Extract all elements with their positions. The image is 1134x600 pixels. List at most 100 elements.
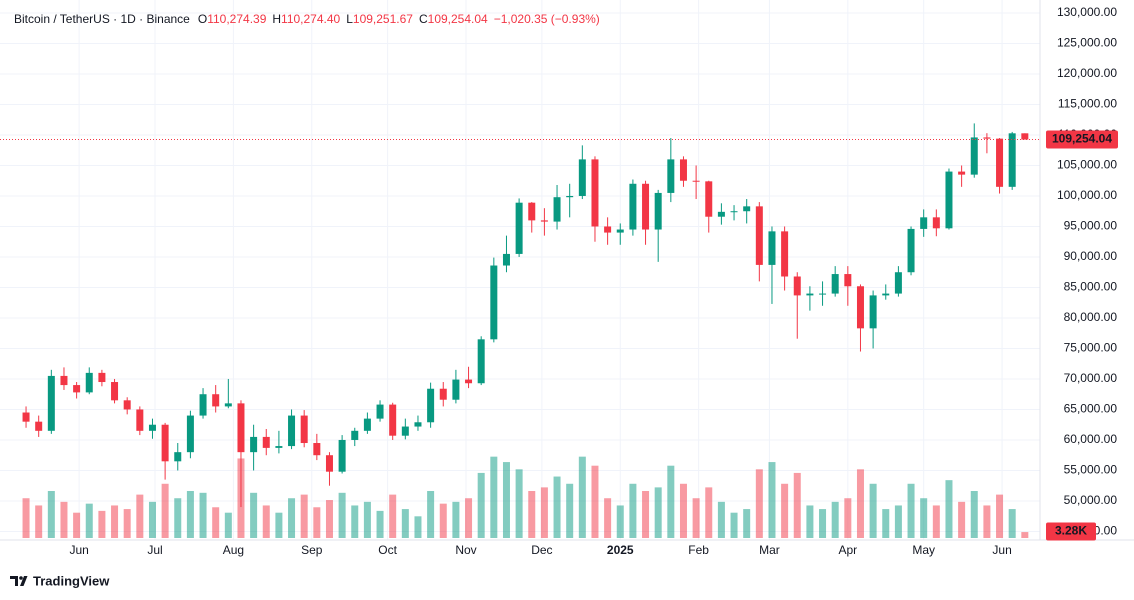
candle-body bbox=[22, 412, 30, 422]
candle-body bbox=[869, 295, 877, 329]
y-tick-label: 100,000.00 bbox=[1057, 188, 1117, 202]
legend-key: H bbox=[272, 12, 281, 26]
volume-bar bbox=[578, 456, 586, 538]
candle-body bbox=[224, 403, 232, 407]
volume-bar bbox=[85, 503, 93, 538]
volume-bar bbox=[212, 507, 220, 538]
volume-bar bbox=[882, 509, 890, 538]
legend-change: −1,020.35 (−0.93%) bbox=[494, 12, 600, 26]
last-price-tag bbox=[1046, 130, 1118, 149]
y-tick-label: 95,000.00 bbox=[1064, 219, 1118, 233]
candle-body bbox=[654, 192, 662, 230]
volume-bar bbox=[47, 491, 55, 538]
volume-bar bbox=[427, 491, 435, 538]
volume-bar bbox=[148, 501, 156, 538]
volume-bar bbox=[288, 498, 296, 538]
brand-logo: TradingView bbox=[10, 573, 110, 588]
candle-body bbox=[414, 422, 422, 427]
candle-body bbox=[515, 202, 523, 254]
volume-bar bbox=[679, 483, 687, 538]
logo-mark bbox=[20, 576, 28, 586]
volume-bar bbox=[1021, 532, 1029, 538]
x-tick-label: Jul bbox=[147, 543, 162, 557]
x-tick-label: Jun bbox=[69, 543, 88, 557]
volume-bar bbox=[123, 509, 131, 538]
logo-mark bbox=[10, 576, 18, 586]
legend-value: 109,251.67 bbox=[353, 12, 413, 26]
candle-body bbox=[629, 183, 637, 230]
last-volume-tag bbox=[1046, 522, 1096, 541]
volume-bar bbox=[376, 510, 384, 538]
volume-bar bbox=[275, 512, 283, 538]
candle-body bbox=[996, 138, 1004, 187]
volume-bar bbox=[490, 456, 498, 538]
candle-body bbox=[477, 339, 485, 384]
x-tick-label: Dec bbox=[531, 543, 552, 557]
volume-bar bbox=[325, 500, 333, 538]
volume-bar bbox=[831, 501, 839, 538]
volume-bar bbox=[174, 498, 182, 538]
volume-bar bbox=[907, 483, 915, 538]
candle-body bbox=[591, 159, 599, 227]
y-tick-label: 60,000.00 bbox=[1064, 432, 1118, 446]
candle-body bbox=[616, 229, 624, 233]
candle-body bbox=[1021, 133, 1029, 140]
candle-body bbox=[970, 137, 978, 175]
volume-bar bbox=[1008, 509, 1016, 538]
volume-bar bbox=[604, 498, 612, 538]
legend-key: C bbox=[419, 12, 428, 26]
candle-body bbox=[1008, 133, 1016, 187]
candle-body bbox=[844, 274, 852, 287]
candles bbox=[22, 123, 1029, 508]
volume-bar bbox=[793, 472, 801, 538]
x-tick-label: Sep bbox=[301, 543, 323, 557]
legend-key: O bbox=[198, 12, 207, 26]
candle-body bbox=[186, 415, 194, 453]
candle-body bbox=[932, 217, 940, 229]
volume-bar bbox=[667, 465, 675, 538]
volume-bar bbox=[932, 505, 940, 538]
candle-body bbox=[389, 404, 397, 436]
legend-key: L bbox=[346, 12, 353, 26]
candle-body bbox=[768, 231, 776, 265]
symbol-legend: Bitcoin / TetherUS · 1D · Binance O110,27… bbox=[14, 12, 600, 26]
candle-body bbox=[806, 293, 814, 296]
y-tick-label: 90,000.00 bbox=[1064, 249, 1118, 263]
volume-bar bbox=[363, 501, 371, 538]
candle-body bbox=[123, 400, 131, 410]
candle-body bbox=[528, 202, 536, 221]
candle-body bbox=[540, 220, 548, 222]
y-tick-label: 115,000.00 bbox=[1058, 97, 1117, 111]
volume-bar bbox=[351, 505, 359, 538]
y-tick-label: 85,000.00 bbox=[1064, 280, 1118, 294]
candle-body bbox=[983, 137, 991, 139]
candle-body bbox=[427, 388, 435, 423]
volume-bar bbox=[945, 480, 953, 538]
candle-body bbox=[250, 436, 258, 453]
candle-body bbox=[338, 439, 346, 472]
volume-bar bbox=[111, 505, 119, 538]
volume-bar bbox=[73, 512, 81, 538]
candle-body bbox=[161, 424, 169, 462]
candle-body bbox=[85, 372, 93, 393]
candle-body bbox=[604, 226, 612, 233]
candle-body bbox=[262, 436, 270, 448]
volume-bar bbox=[439, 503, 447, 538]
logo-mark bbox=[19, 576, 23, 580]
volume-bar bbox=[692, 498, 700, 538]
candle-body bbox=[894, 272, 902, 294]
x-tick-label: Apr bbox=[838, 543, 857, 557]
x-tick-label: Feb bbox=[688, 543, 709, 557]
volume-bar bbox=[477, 472, 485, 538]
candle-body bbox=[35, 421, 43, 431]
volume-bar bbox=[920, 498, 928, 538]
volume-bar bbox=[996, 494, 1004, 538]
legend-value: 110,274.39 bbox=[207, 12, 266, 26]
axes: 45,000.0050,000.0055,000.0060,000.0065,0… bbox=[0, 5, 1118, 557]
x-tick-label: Nov bbox=[455, 543, 476, 557]
volume-bar bbox=[730, 512, 738, 538]
y-tick-label: 125,000.00 bbox=[1057, 36, 1117, 50]
volume-bar bbox=[338, 492, 346, 538]
candle-body bbox=[363, 418, 371, 431]
